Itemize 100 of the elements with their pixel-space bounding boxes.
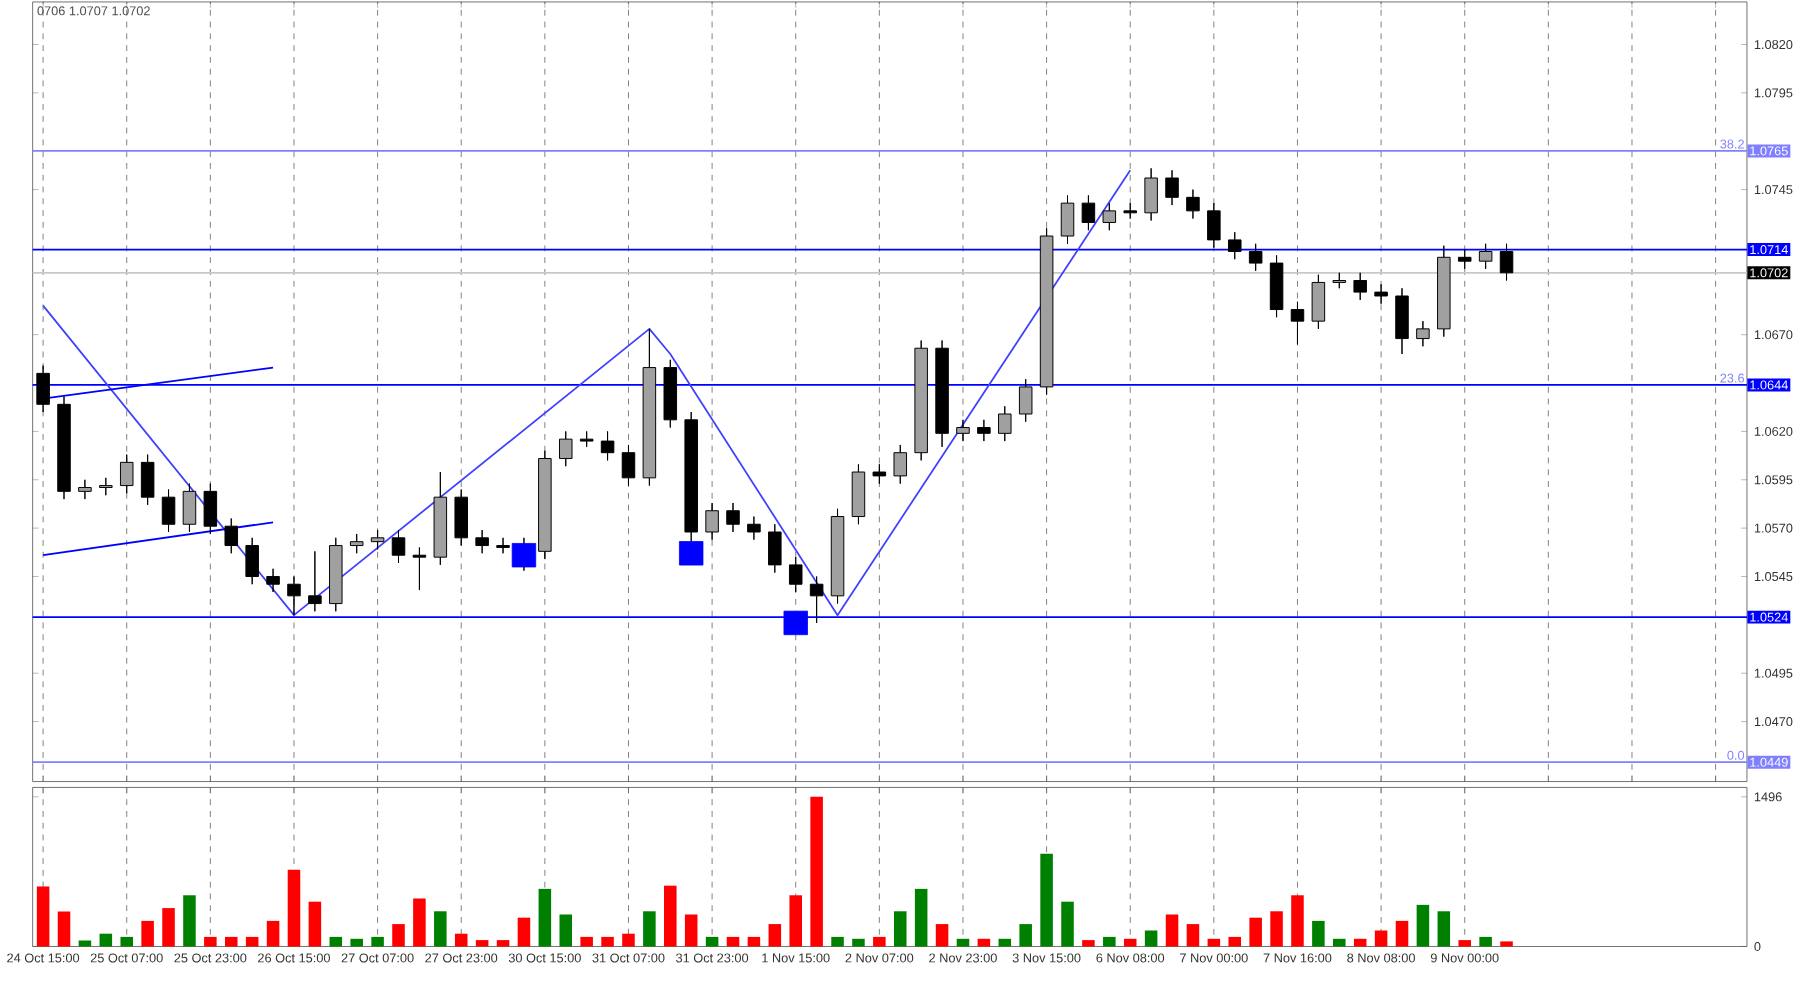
bar (810, 796, 823, 947)
candlestick (1269, 254, 1284, 318)
candlestick (1227, 231, 1242, 260)
candlestick (161, 489, 176, 533)
bar (1395, 920, 1409, 947)
point (511, 543, 537, 568)
bar (831, 936, 844, 947)
candlestick (872, 463, 887, 485)
candlestick (1374, 283, 1388, 305)
candlestick (768, 523, 782, 574)
candlestick (1018, 378, 1033, 423)
bar (768, 924, 782, 947)
bar (1312, 920, 1325, 947)
candlestick (1395, 287, 1409, 355)
bar (852, 938, 865, 947)
bar (1479, 936, 1492, 947)
candlestick (224, 518, 239, 554)
bar (914, 888, 928, 947)
bar (350, 938, 363, 947)
bar (1040, 853, 1053, 947)
candlestick (1165, 169, 1179, 206)
bar (559, 914, 573, 947)
bar (873, 936, 886, 947)
candlestick (998, 405, 1012, 442)
bar (1374, 930, 1388, 947)
candlestick (830, 508, 845, 605)
bar (538, 888, 552, 947)
candlestick (1207, 202, 1221, 249)
candlestick (538, 450, 552, 560)
bar (622, 933, 635, 947)
bar (162, 908, 175, 947)
bar (57, 911, 71, 947)
candlestick (621, 444, 636, 487)
bar (204, 936, 217, 947)
candlestick (893, 444, 908, 485)
candlestick (496, 537, 510, 554)
bar (308, 901, 322, 947)
candlestick (78, 479, 92, 500)
candlestick (809, 576, 824, 624)
candlestick (1311, 274, 1326, 330)
bar (1500, 941, 1513, 947)
candlestick (1039, 227, 1054, 396)
bar (726, 936, 740, 947)
candlestick (663, 359, 678, 429)
candlestick (1457, 249, 1472, 270)
candlestick (1060, 194, 1075, 245)
candlestick (57, 396, 71, 500)
bar (1437, 911, 1451, 947)
bar (705, 936, 719, 947)
bar (684, 914, 698, 947)
candlestick (935, 340, 949, 448)
bar (224, 936, 238, 947)
bar (1061, 901, 1074, 947)
candlestick (308, 550, 322, 612)
candlestick (287, 576, 301, 616)
point (679, 541, 704, 566)
bar (517, 917, 531, 947)
candlestick (1437, 245, 1451, 338)
bar (1458, 940, 1471, 947)
candlestick (203, 483, 218, 535)
candlestick (600, 430, 615, 461)
candlestick (454, 489, 468, 547)
bar (664, 885, 677, 947)
candlestick (245, 537, 259, 585)
bar (392, 924, 405, 947)
bar (601, 936, 614, 947)
candlestick (182, 483, 197, 533)
candlestick (266, 568, 280, 593)
bar (1165, 914, 1179, 947)
candlestick (1144, 167, 1158, 222)
bar (78, 940, 92, 947)
bar (266, 920, 280, 947)
bar (1019, 924, 1032, 947)
point (783, 610, 808, 636)
candlestick (1478, 243, 1493, 270)
bar (1228, 936, 1242, 947)
line-series (42, 169, 1132, 617)
candlestick (1081, 194, 1096, 231)
candlestick (36, 365, 50, 413)
bar (1416, 904, 1430, 947)
bar (1249, 917, 1262, 947)
bar (1333, 938, 1346, 947)
candlestick (726, 502, 740, 533)
bar (434, 911, 447, 947)
candlestick (99, 477, 113, 496)
bar (475, 940, 489, 947)
bar (1291, 895, 1304, 947)
candlestick (412, 547, 427, 591)
bar (1270, 911, 1283, 947)
candlestick (349, 533, 364, 554)
candlestick (119, 454, 134, 494)
bar (747, 936, 761, 947)
bar (329, 936, 343, 947)
candlestick (1353, 272, 1367, 301)
candlestick (1416, 320, 1430, 347)
bar (643, 911, 656, 947)
candlestick (1290, 301, 1305, 345)
bar (287, 869, 301, 947)
candlestick (788, 556, 803, 593)
bar (141, 920, 154, 947)
